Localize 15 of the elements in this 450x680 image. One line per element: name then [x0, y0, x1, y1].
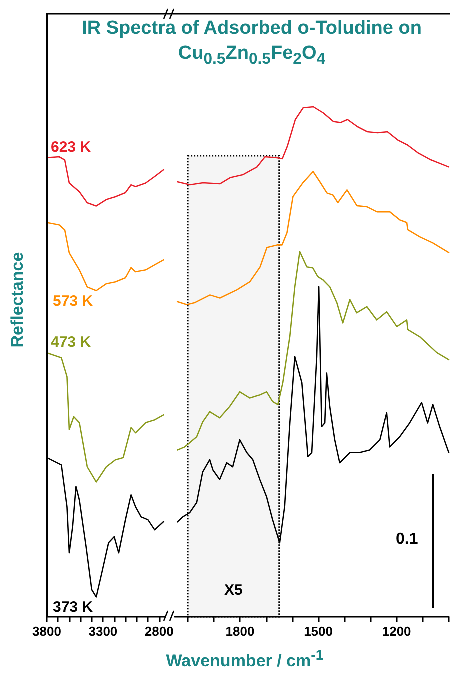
annotation: 0.1: [396, 531, 418, 549]
x-tick-label: 3300: [88, 624, 118, 639]
x-axis-title: Wavenumber / cm$^{-1}$: [165, 648, 325, 672]
series-label: 573 K: [53, 292, 94, 310]
series-label: 473 K: [51, 334, 92, 351]
x-tick-label: 1200: [382, 624, 412, 639]
x-tick-label: 1800: [226, 624, 255, 639]
x-tick-label: 3800: [32, 624, 62, 639]
band-label: X5: [224, 582, 243, 599]
x-tick-label: 1500: [304, 624, 333, 639]
x-tick-label: 2800: [144, 624, 174, 639]
series-label: 373 K: [53, 599, 94, 616]
chart-title: IR Spectra of Adsorbed o-Toludine on Cu$_{0.5}$Zn$_{0.5}$Fe$_{2}$O$_{4}$: [82, 18, 422, 68]
series-label: 623 K: [51, 138, 92, 156]
y-axis-title: Reflectance: [8, 251, 28, 350]
